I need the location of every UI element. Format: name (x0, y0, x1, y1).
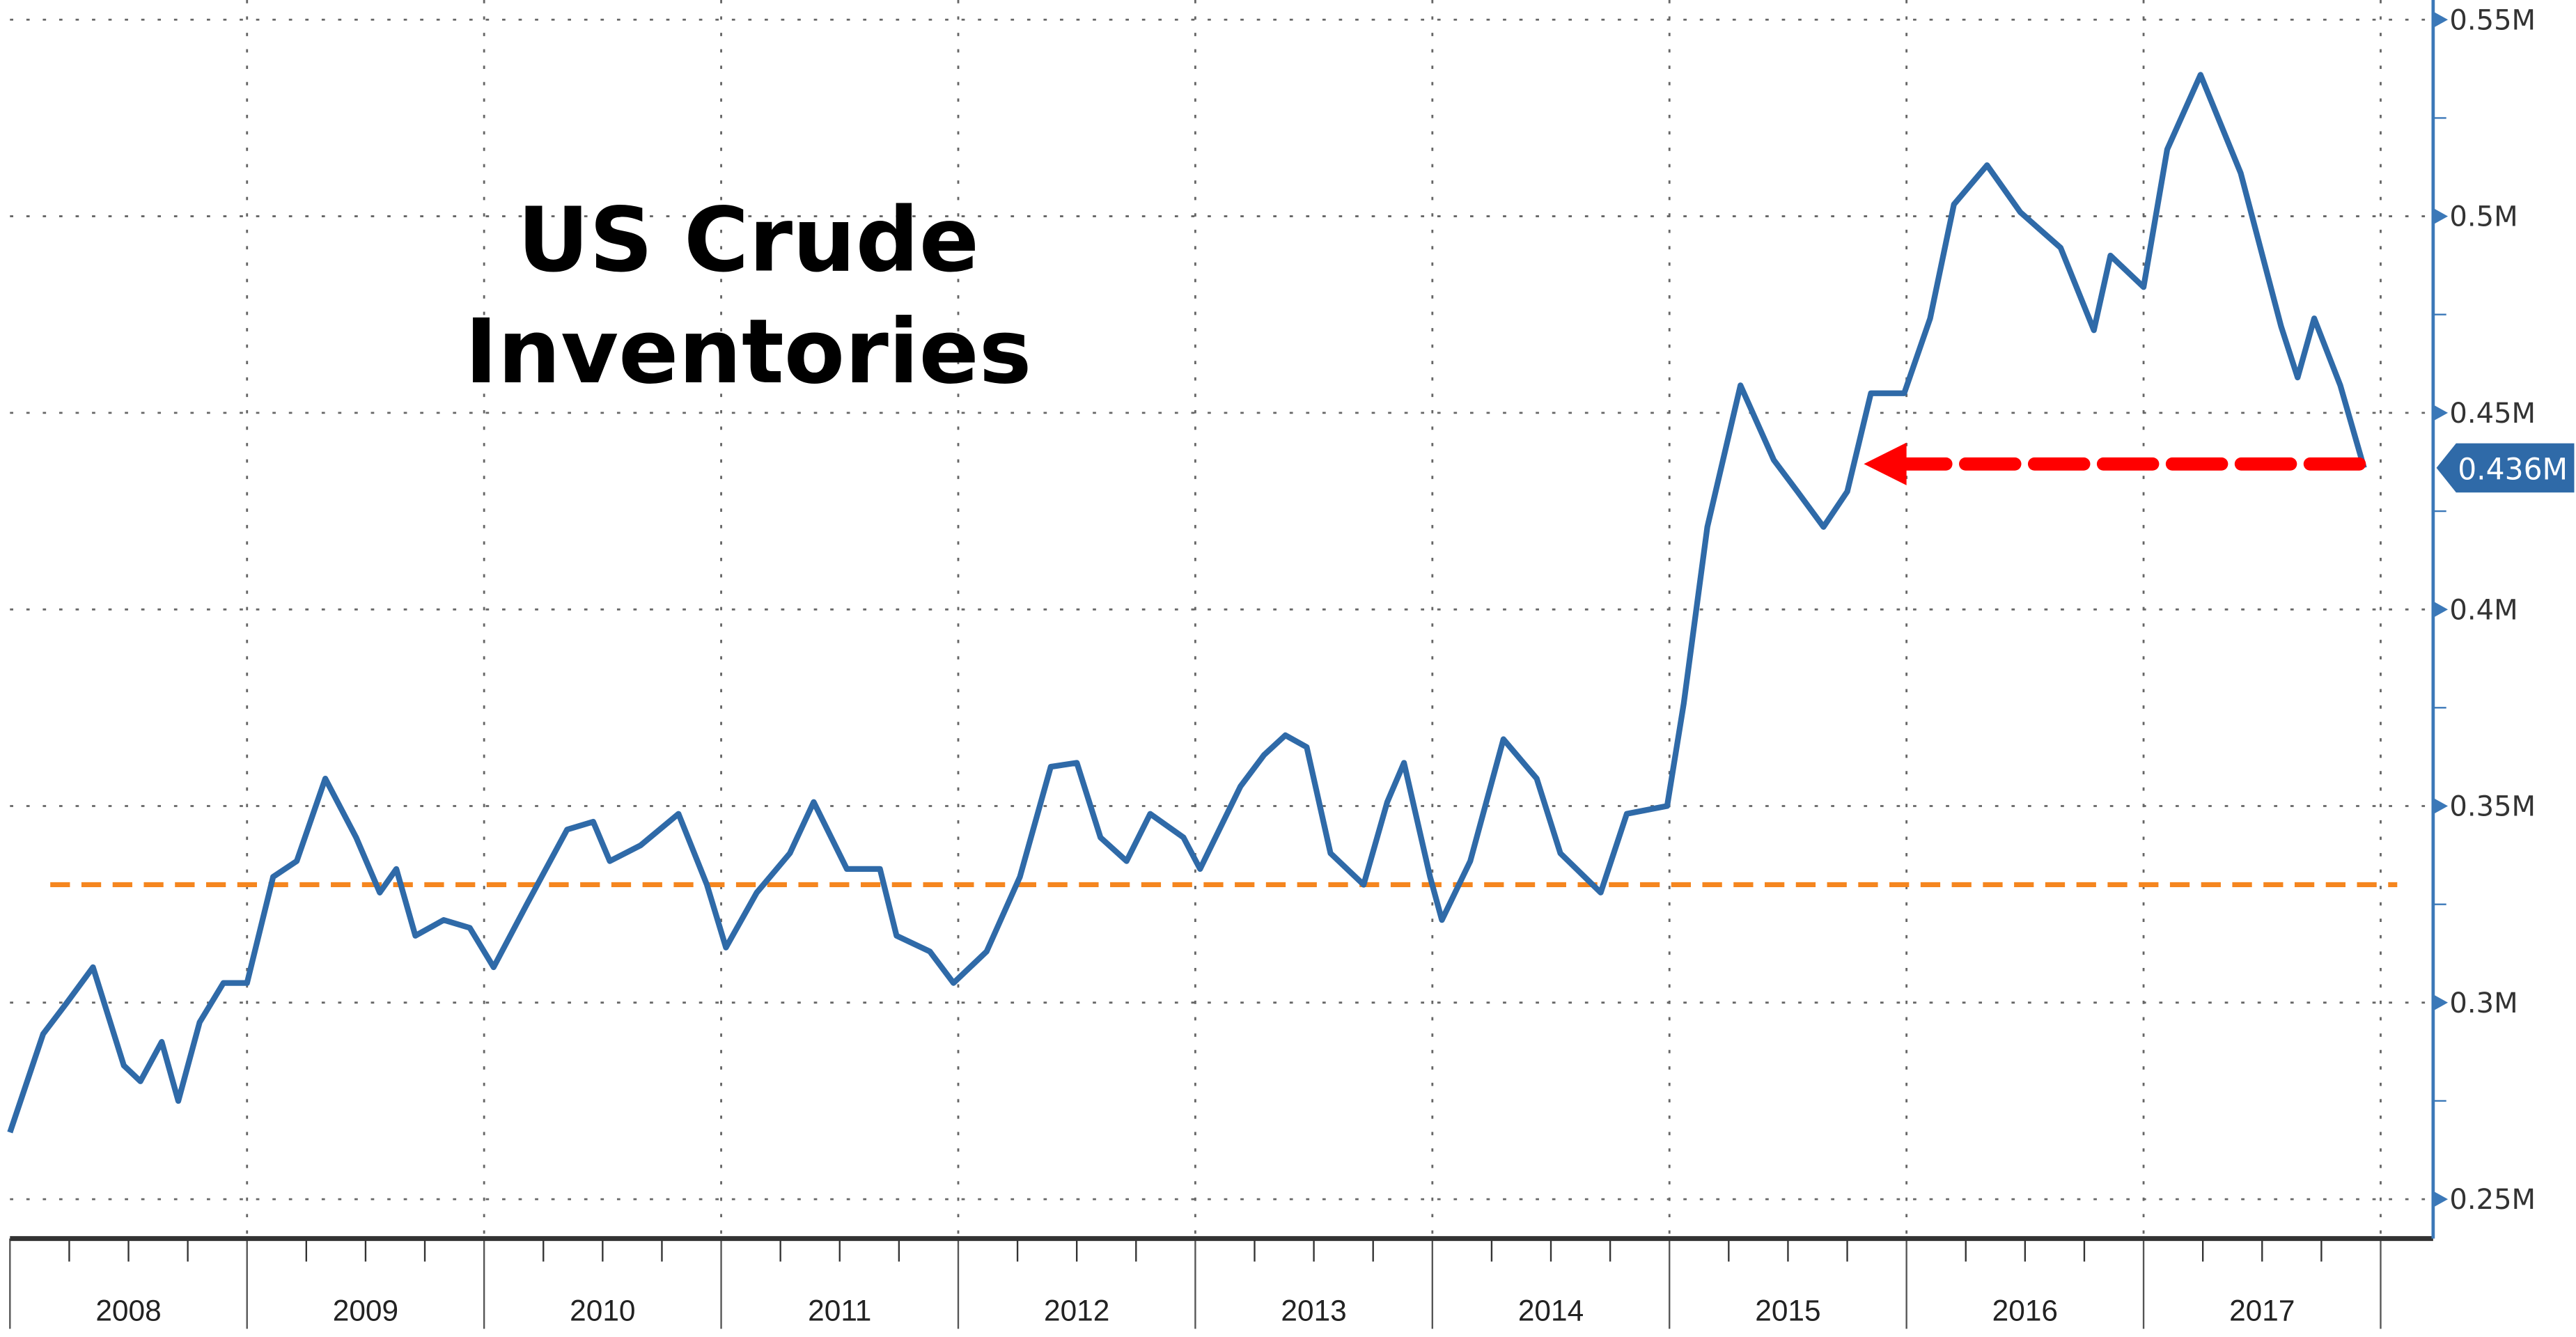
last-value-text: 0.436M (2458, 452, 2568, 486)
last-value-label: 0.436M (2436, 443, 2575, 493)
x-tick-label: 2014 (1518, 1294, 1584, 1327)
x-tick-label: 2011 (808, 1294, 871, 1327)
series-line (7, 72, 2367, 1134)
y-tick-label: 0.3M (2449, 987, 2518, 1019)
y-tick-label: 0.4M (2449, 594, 2518, 626)
last-value-box (2436, 443, 2575, 493)
y-tick-label: 0.5M (2449, 201, 2518, 233)
x-tick-label: 2012 (1044, 1294, 1109, 1327)
x-tick-label: 2015 (1755, 1294, 1820, 1327)
y-tick-label: 0.45M (2449, 398, 2536, 430)
y-axis: 0.25M 0.3M 0.35M 0.4M 0.45M 0.5M 0.55M (2431, 0, 2536, 1239)
y-tick-marker (2433, 11, 2449, 29)
arrow-head (1864, 442, 1907, 485)
x-tick-label: 2010 (570, 1294, 635, 1327)
x-tick-label: 2008 (95, 1294, 161, 1327)
y-tick-label: 0.35M (2449, 791, 2536, 823)
chart-title-line-2: Inventories (465, 301, 1031, 404)
x-axis: 2008 2009 2010 2011 2012 2013 2014 2015 2016 2017 (9, 1236, 2433, 1329)
y-tick-marker (2433, 208, 2449, 225)
x-tick-label: 2016 (1992, 1294, 2058, 1327)
y-tick-marker (2433, 601, 2449, 618)
y-tick-marker (2433, 1191, 2449, 1207)
grid (10, 0, 2433, 1239)
chart-title-line-1: US Crude (517, 189, 979, 292)
y-tick-label: 0.55M (2449, 4, 2536, 36)
y-tick-marker (2433, 405, 2449, 421)
red-arrow (1864, 442, 2366, 485)
y-tick-label: 0.25M (2449, 1184, 2536, 1216)
x-tick-label: 2009 (333, 1294, 398, 1327)
x-tick-label: 2013 (1281, 1294, 1346, 1327)
y-tick-marker (2433, 797, 2449, 815)
y-tick-marker (2433, 994, 2449, 1011)
x-tick-label: 2017 (2229, 1294, 2295, 1327)
